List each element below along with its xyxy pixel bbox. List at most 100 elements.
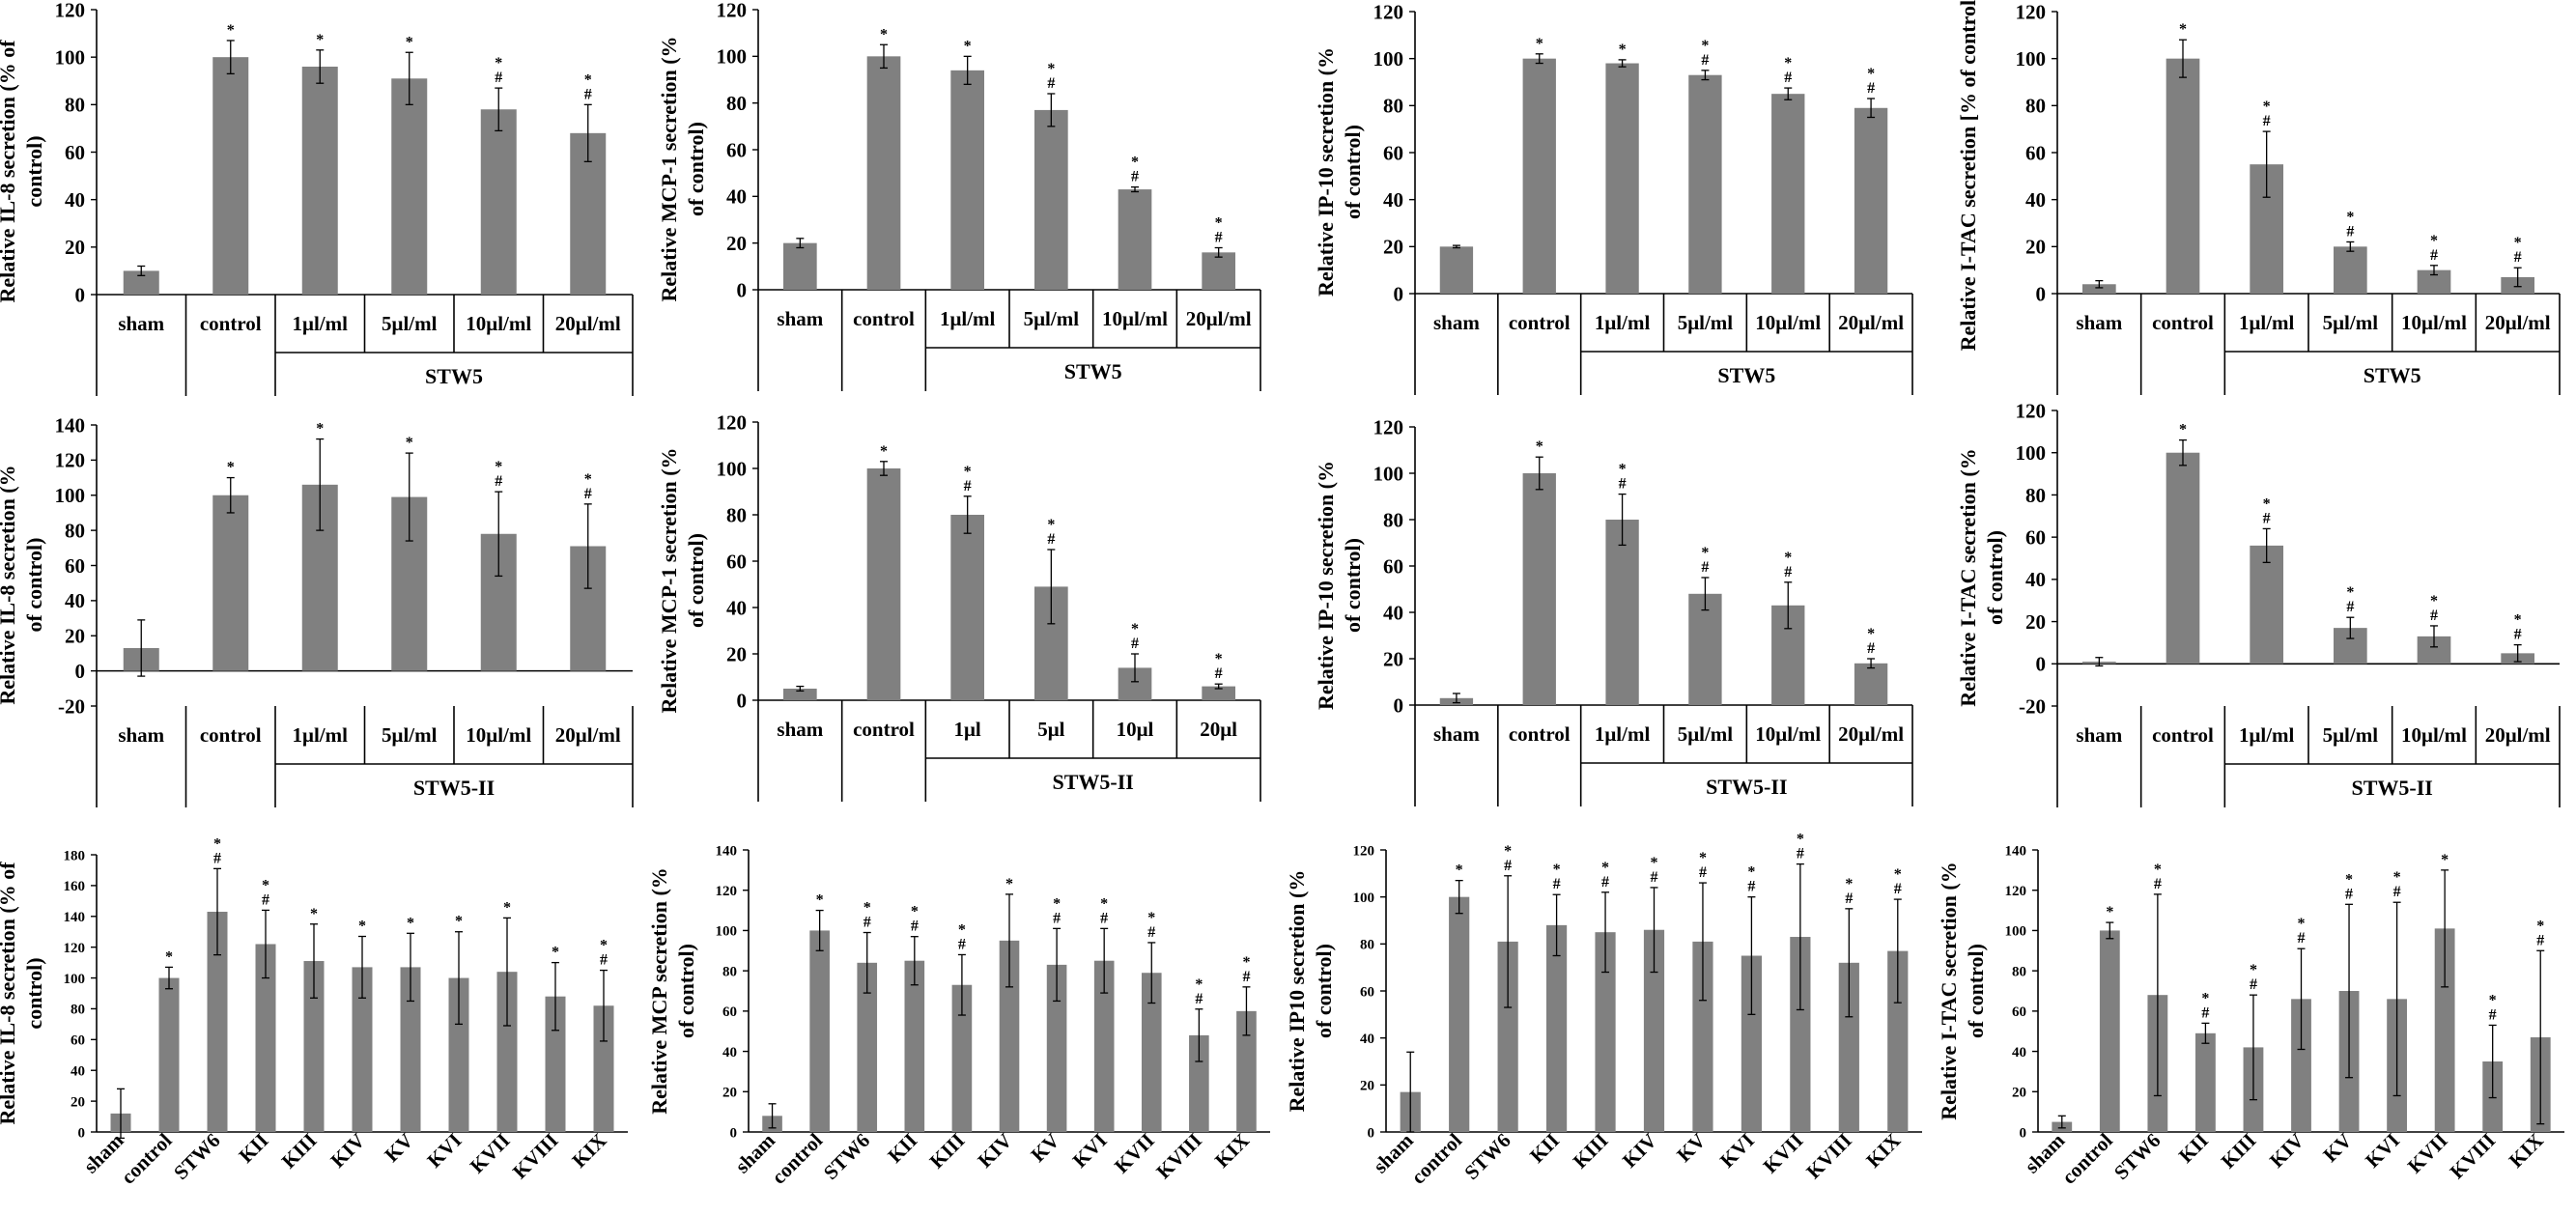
x-tick-label: 5μl/ml <box>382 723 438 747</box>
y-axis-label: Relative I-TAC secretion [% of control) <box>1956 0 1980 351</box>
significance-hash: # <box>2393 884 2401 900</box>
significance-star: * <box>316 32 324 48</box>
significance-hash: # <box>2250 976 2257 993</box>
chart-r1c3: 0 20 40 60 80 100 120 Relative IP-10 secretion … <box>1314 0 1913 395</box>
chart-r1c4: 0 20 40 60 80 100 120 Relative I-TAC secretion … <box>1956 0 2561 395</box>
x-tick-label: 1μl/ml <box>293 723 349 747</box>
y-axis-label-line: of control) <box>1341 538 1365 633</box>
x-tick-label: sham <box>777 307 823 330</box>
y-tick-label: 60 <box>71 1033 85 1049</box>
bar-1μl/ml <box>301 67 338 295</box>
chart-r2c2: 0 20 40 60 80 100 120 Relative MCP-1 secretion … <box>657 410 1261 802</box>
y-tick-label: 80 <box>1360 938 1374 953</box>
bar-KIX <box>593 1005 614 1132</box>
y-tick-label: 100 <box>1373 462 1404 485</box>
x-tick-label: KII <box>2174 1129 2213 1168</box>
bar-KII <box>1545 924 1568 1132</box>
significance-hash: # <box>262 891 269 908</box>
significance-star: * <box>1701 545 1709 561</box>
y-tick-label: 20 <box>65 236 85 259</box>
x-tick-label: STW6 <box>2109 1129 2165 1184</box>
x-tick-label: sham <box>777 718 823 741</box>
y-tick-label: 0 <box>1394 282 1404 305</box>
bar-KII <box>255 944 276 1132</box>
significance-star: * <box>1536 36 1543 52</box>
y-axis-label-line: of control) <box>1964 944 1988 1038</box>
bar-5μl/ml <box>1688 74 1722 294</box>
y-tick-label: 120 <box>2005 884 2027 899</box>
x-tick-label: sham <box>118 723 164 747</box>
y-tick-label: 0 <box>1368 1125 1375 1141</box>
x-tick-label: KVII <box>2403 1129 2452 1178</box>
y-tick-label: 0 <box>75 660 86 683</box>
x-tick-label: 20μl/ml <box>1838 722 1904 746</box>
x-tick-label: 20μl/ml <box>2485 311 2551 334</box>
significance-hash: # <box>1053 910 1061 926</box>
significance-star: * <box>2106 904 2113 920</box>
y-tick-label: 80 <box>1383 508 1403 531</box>
group-label: STW5 <box>1717 363 1775 387</box>
y-axis-label-line: control) <box>22 957 46 1029</box>
bar-control <box>1449 896 1470 1132</box>
y-tick-label: 140 <box>64 910 86 925</box>
bar-KVI <box>448 977 469 1132</box>
significance-hash: # <box>2430 608 2438 624</box>
y-tick-label: 0 <box>78 1125 86 1141</box>
significance-star: * <box>880 443 888 460</box>
y-tick-label: 0 <box>1394 693 1404 717</box>
y-tick-label: 20 <box>1360 1079 1374 1094</box>
significance-star: * <box>1131 155 1139 171</box>
y-tick-label: 120 <box>717 0 748 21</box>
significance-star: * <box>863 900 871 917</box>
y-axis-label: Relative I-TAC secretion (% of control) <box>1956 448 2007 706</box>
y-tick-label: 120 <box>55 449 86 472</box>
bar-10μl/ml <box>480 109 517 295</box>
bar-KVII <box>2434 928 2455 1132</box>
y-tick-label: 100 <box>2016 441 2047 465</box>
bar-control <box>158 977 180 1132</box>
y-tick-label: 80 <box>65 94 85 117</box>
bar-1μl/ml <box>950 70 984 290</box>
y-tick-label: 160 <box>64 879 86 894</box>
y-tick-label: 120 <box>2016 0 2047 23</box>
y-tick-label: 0 <box>737 278 748 301</box>
y-tick-label: 20 <box>726 232 747 255</box>
y-axis-label: Relative IP-10 secretion (% of control) <box>1314 47 1365 297</box>
chart-r3c3: 0 20 40 60 80 100 120 Relative IP10 secretion (… <box>1285 832 1922 1189</box>
x-tick-label: 1μl <box>954 718 981 741</box>
significance-hash: # <box>2430 247 2438 264</box>
significance-star: * <box>2393 869 2401 886</box>
significance-star: * <box>552 945 559 961</box>
y-tick-label: 100 <box>717 45 748 69</box>
significance-hash: # <box>1699 864 1707 881</box>
y-tick-label: 140 <box>716 843 738 859</box>
x-tick-label: KVI <box>1715 1129 1759 1173</box>
significance-star: * <box>964 38 972 54</box>
y-tick-label: 20 <box>65 625 85 648</box>
x-tick-label: 1μl/ml <box>940 307 996 330</box>
bar-control <box>866 56 901 291</box>
y-tick-label: 60 <box>2025 141 2046 164</box>
y-axis-label-line: Relative IL-8 secretion (% <box>0 465 19 704</box>
significance-hash: # <box>911 919 919 935</box>
y-axis-label-line: Relative MCP-1 secretion (% <box>657 36 681 301</box>
significance-star: * <box>165 948 173 965</box>
significance-star: * <box>2430 593 2438 609</box>
significance-hash: # <box>1867 640 1875 657</box>
bar-1μl/ml <box>1605 63 1639 295</box>
chart-r2c4: -20 0 20 40 60 80 100 120 Relative I-TAC secreti… <box>1956 399 2561 807</box>
significance-hash: # <box>1894 881 1902 897</box>
y-tick-label: 60 <box>2012 1004 2026 1020</box>
y-tick-label: 0 <box>730 1125 738 1141</box>
x-tick-label: KVII <box>1110 1129 1159 1178</box>
significance-star: * <box>2489 992 2497 1008</box>
significance-hash: # <box>1797 846 1804 863</box>
x-tick-label: 20μl/ml <box>555 312 621 335</box>
x-tick-label: control <box>853 718 915 741</box>
x-tick-label: KVI <box>1068 1129 1112 1173</box>
significance-star: * <box>1797 832 1804 848</box>
significance-hash: # <box>1242 969 1250 985</box>
y-tick-label: 100 <box>716 924 738 940</box>
significance-hash: # <box>213 850 221 866</box>
